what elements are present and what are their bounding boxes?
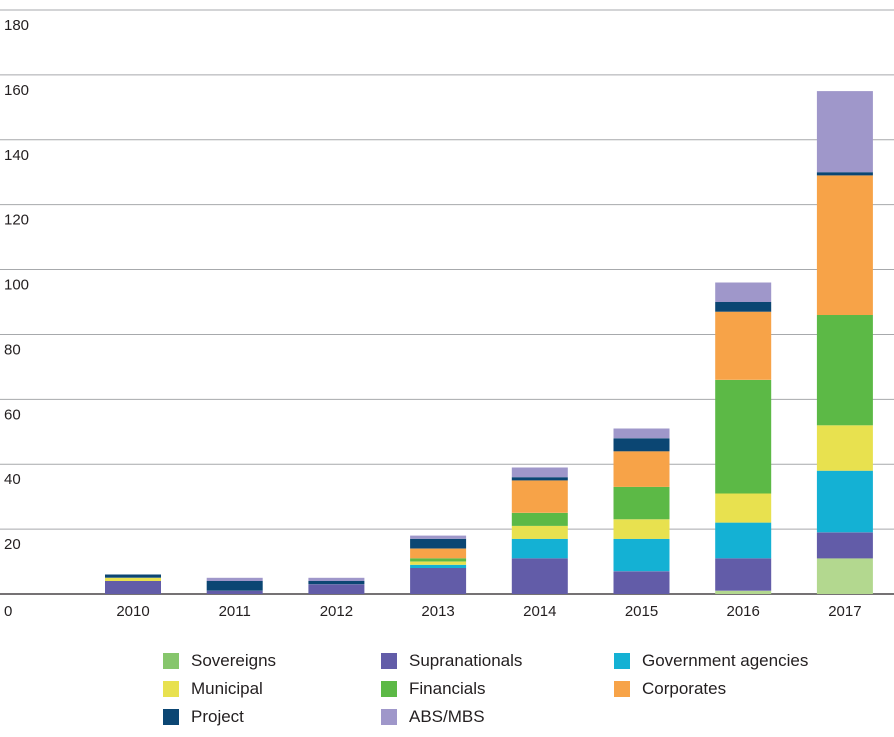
bar-2012-project <box>308 581 365 585</box>
bar-2017-supranationals <box>816 532 873 559</box>
bar-2010-project <box>105 574 161 578</box>
y-tick-label-60: 60 <box>4 406 21 423</box>
bar-2013-municipal <box>410 561 467 565</box>
bar-2014-government-agencies <box>511 538 568 559</box>
bar-2013-project <box>410 538 467 549</box>
y-tick-label-120: 120 <box>4 212 29 229</box>
bar-2016-project <box>715 302 772 312</box>
bar-2017-sovereigns <box>816 558 873 594</box>
bars <box>105 91 873 594</box>
x-tick-label-2010: 2010 <box>116 603 149 620</box>
gridlines <box>0 9 894 595</box>
x-tick-label-2011: 2011 <box>219 603 251 620</box>
y-tick-label-160: 160 <box>4 82 29 99</box>
x-tick-label-2014: 2014 <box>523 603 556 620</box>
y-tick-label-80: 80 <box>4 341 21 358</box>
bar-2010-municipal <box>105 577 161 581</box>
bar-2015-project <box>613 438 670 452</box>
bar-2017-municipal <box>816 425 873 471</box>
bar-2017-abs-mbs <box>816 91 873 173</box>
bar-2017-government-agencies <box>816 470 873 533</box>
x-tick-label-2012: 2012 <box>320 603 353 620</box>
bar-2013-financials <box>410 558 467 562</box>
bar-2016-abs-mbs <box>715 282 772 302</box>
y-tick-label-20: 20 <box>4 536 21 553</box>
bar-2016-municipal <box>715 493 772 523</box>
x-tick-label-2015: 2015 <box>625 603 658 620</box>
bar-2015-government-agencies <box>613 538 670 572</box>
bar-2014-project <box>511 477 568 481</box>
bar-2011-supranationals <box>206 590 263 594</box>
y-tick-label-100: 100 <box>4 277 29 294</box>
x-tick-label-2013: 2013 <box>421 603 454 620</box>
bar-2015-municipal <box>613 519 670 539</box>
bar-2010-supranationals <box>105 581 161 594</box>
y-tick-label-140: 140 <box>4 147 29 164</box>
y-tick-label-0: 0 <box>4 603 12 620</box>
bar-2014-abs-mbs <box>511 467 568 478</box>
y-tick-label-40: 40 <box>4 471 21 488</box>
y-tick-label-180: 180 <box>4 17 29 34</box>
y-axis-tick-labels: 0 20 40 60 80 100 120 140 160 180 <box>4 17 29 620</box>
bar-2014-municipal <box>511 525 568 539</box>
x-tick-label-2016: 2016 <box>727 603 760 620</box>
bar-2013-abs-mbs <box>410 535 467 539</box>
bar-2016-corporates <box>715 311 772 380</box>
bar-2012-abs-mbs <box>308 577 365 581</box>
bar-2014-corporates <box>511 480 568 513</box>
bar-2012-supranationals <box>308 584 365 594</box>
bar-2013-supranationals <box>410 568 467 594</box>
x-tick-label-2017: 2017 <box>828 603 861 620</box>
bar-2014-supranationals <box>511 558 568 594</box>
bar-2011-project <box>206 581 263 591</box>
bar-2016-financials <box>715 379 772 494</box>
bar-2016-government-agencies <box>715 522 772 559</box>
bar-2017-project <box>816 172 873 176</box>
bar-2016-sovereigns <box>715 590 772 594</box>
bar-2015-financials <box>613 486 670 520</box>
bar-2011-abs-mbs <box>206 577 263 581</box>
bar-2015-abs-mbs <box>613 428 670 439</box>
bar-2015-supranationals <box>613 571 670 594</box>
bar-2015-corporates <box>613 451 670 487</box>
bar-2013-corporates <box>410 548 467 559</box>
bar-2016-supranationals <box>715 558 772 591</box>
bar-2017-corporates <box>816 175 873 315</box>
x-axis-tick-labels: 2010 2011 2012 2013 2014 2015 2016 2017 <box>116 603 861 620</box>
bar-2017-financials <box>816 315 873 426</box>
bar-2014-financials <box>511 512 568 526</box>
bar-2013-government-agencies <box>410 564 467 568</box>
